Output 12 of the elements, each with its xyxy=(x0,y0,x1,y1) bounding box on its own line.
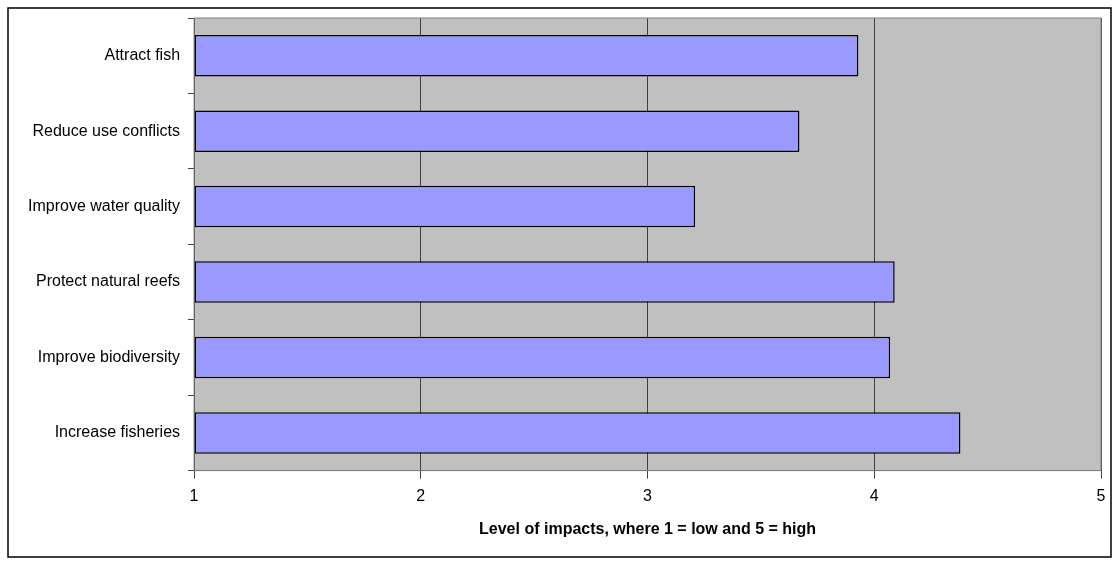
y-tick-label: Reduce use conflicts xyxy=(32,121,181,139)
y-tick-label: Improve biodiversity xyxy=(37,347,181,365)
y-tick-label: Attract fish xyxy=(104,46,181,64)
y-tick-label: Protect natural reefs xyxy=(35,272,181,290)
x-axis-title: Level of impacts, where 1 = low and 5 = high xyxy=(479,519,817,537)
x-tick-label: 5 xyxy=(1096,486,1106,504)
x-tick-label: 4 xyxy=(869,486,879,504)
x-tick-label: 3 xyxy=(643,486,653,504)
y-tick-label: Increase fisheries xyxy=(54,423,181,441)
x-tick-label: 1 xyxy=(189,486,199,504)
x-tick-label: 2 xyxy=(416,486,426,504)
y-tick-label: Improve water quality xyxy=(28,196,181,214)
